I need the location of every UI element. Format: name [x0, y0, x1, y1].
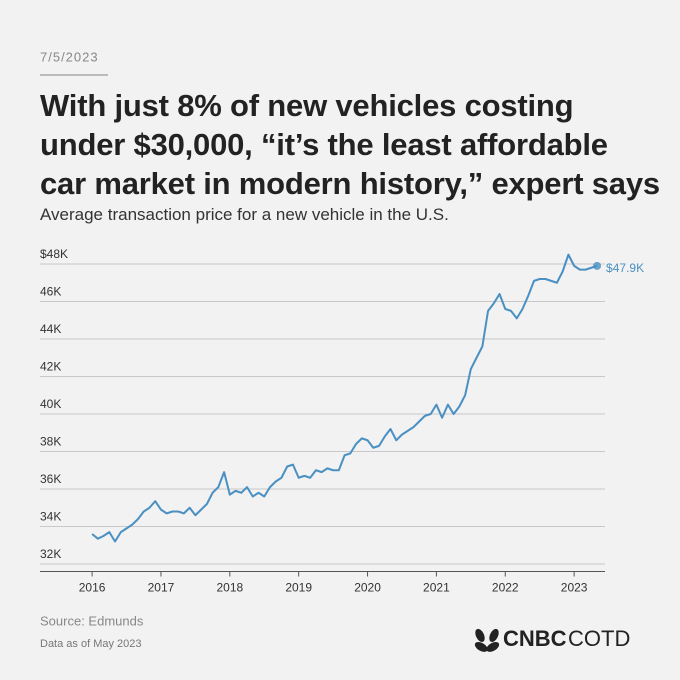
y-tick-label: 42K — [40, 360, 61, 374]
y-tick-label: 34K — [40, 510, 61, 524]
y-tick-label: 46K — [40, 285, 61, 299]
subtitle: Average transaction price for a new vehi… — [40, 205, 449, 224]
title: With just 8% of new vehicles costing und… — [40, 88, 660, 201]
brand-name: CNBC — [503, 626, 567, 651]
end-label: $47.9K — [606, 261, 644, 275]
date-rule — [40, 74, 108, 76]
line — [91, 253, 598, 543]
y-tick-label: 32K — [40, 547, 61, 561]
y-tick-label: $48K — [40, 247, 68, 261]
y-tick-label: 38K — [40, 435, 61, 449]
x-tick-label: 2016 — [79, 581, 106, 595]
x-tick-label: 2018 — [216, 581, 243, 595]
end-marker — [593, 261, 602, 270]
brand-product: COTD — [568, 626, 630, 651]
date: 7/5/2023 — [40, 49, 99, 64]
x-tick-label: 2017 — [148, 581, 175, 595]
source: Source: Edmunds — [40, 613, 144, 628]
x-tick-label: 2023 — [561, 581, 588, 595]
note: Data as of May 2023 — [40, 638, 142, 650]
x-tick-label: 2022 — [492, 581, 519, 595]
y-tick-label: 36K — [40, 472, 61, 486]
x-tick-label: 2019 — [285, 581, 312, 595]
y-tick-label: 44K — [40, 322, 61, 336]
y-tick-label: 40K — [40, 397, 61, 411]
x-tick-label: 2021 — [423, 581, 450, 595]
x-tick-label: 2020 — [354, 581, 381, 595]
logo-peacock — [474, 628, 500, 652]
